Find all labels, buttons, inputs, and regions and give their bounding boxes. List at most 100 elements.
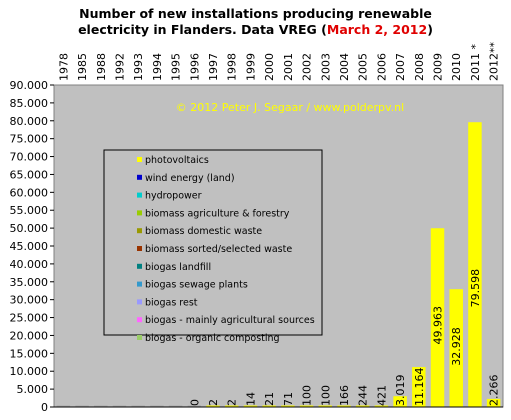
y-tick-label: 90.000 [10, 79, 49, 92]
y-tick-label: 80.000 [10, 115, 49, 128]
x-tick-label: 1996 [188, 53, 201, 81]
y-tick-label: 50.000 [10, 222, 49, 235]
y-tick-label: 15.000 [10, 347, 49, 360]
y-tick-label: 85.000 [10, 97, 49, 110]
legend-label: biogas rest [145, 297, 198, 308]
legend-label: biogas landfill [145, 262, 211, 273]
y-tick-label: 5.000 [17, 383, 49, 396]
x-tick-label: 1995 [170, 53, 183, 81]
bar [150, 405, 164, 407]
title-text: electricity in Flanders. Data VREG ( [78, 22, 327, 37]
x-tick-label: 2006 [375, 53, 388, 81]
legend-swatch [137, 174, 142, 180]
bar [374, 405, 389, 407]
y-tick-label: 45.000 [10, 240, 49, 253]
bar [393, 396, 407, 407]
legend-label: biomass agriculture & forestry [145, 208, 290, 219]
x-tick-label: 1978 [57, 53, 70, 81]
y-tick-label: 40.000 [10, 258, 49, 271]
bar [299, 405, 314, 407]
data-label: 2 [207, 399, 220, 406]
data-label: 32.928 [450, 327, 463, 366]
legend-swatch [137, 246, 142, 251]
chart-title-line1: Number of new installations producing re… [79, 6, 432, 21]
bar [56, 405, 71, 407]
data-label: 14 [244, 392, 257, 406]
bar [449, 289, 463, 407]
bar [355, 405, 370, 407]
x-tick-label: 2003 [319, 53, 332, 81]
x-tick-label: 2004 [338, 53, 351, 81]
legend-label: biomass sorted/selected waste [145, 244, 292, 255]
y-tick-label: 75.000 [10, 133, 49, 146]
legend-swatch [137, 228, 142, 234]
x-tick-label: 2002 [301, 53, 314, 81]
x-tick-label: 2001 [282, 53, 295, 81]
y-tick-label: 30.000 [10, 294, 49, 307]
legend-swatch [137, 299, 142, 305]
title-date: March 2, 2012 [326, 22, 428, 37]
data-label: 421 [375, 385, 388, 406]
bar [243, 405, 258, 407]
data-label: 0 [188, 399, 201, 406]
y-tick-label: 0 [41, 401, 48, 414]
data-label: 244 [357, 385, 370, 406]
legend-swatch [137, 317, 142, 323]
x-tick-label: 1992 [113, 53, 126, 81]
x-tick-label: 1994 [151, 53, 164, 81]
legend-swatch [137, 281, 142, 287]
bar [224, 405, 239, 407]
x-tick-label: 2011 * [469, 44, 482, 81]
legend-swatch [137, 263, 142, 269]
legend-swatch [137, 157, 142, 162]
y-tick-label: 20.000 [10, 329, 49, 342]
x-tick-label: 2012** [488, 42, 501, 81]
legend-swatch [137, 335, 142, 340]
bar [94, 405, 108, 407]
data-label: 100 [301, 385, 314, 406]
legend-label: biogas sewage plants [145, 280, 248, 291]
y-tick-label: 10.000 [10, 365, 49, 378]
data-label: 166 [338, 385, 351, 406]
data-label: 2.266 [488, 374, 501, 406]
bar [75, 405, 89, 407]
bar [187, 405, 202, 407]
legend-swatch [137, 192, 142, 198]
x-tick-label: 2007 [394, 53, 407, 81]
chart-title-line2: electricity in Flanders. Data VREG (Marc… [0, 22, 511, 37]
data-label: 11.164 [413, 368, 426, 407]
legend-label: biogas - mainly agricultural sources [145, 315, 315, 326]
bar [412, 367, 426, 407]
y-tick-label: 60.000 [10, 186, 49, 199]
data-label: 3.019 [394, 375, 407, 407]
bar [318, 405, 333, 407]
x-tick-label: 1997 [207, 53, 220, 81]
bar [486, 398, 501, 407]
bar [112, 405, 127, 407]
data-label: 2 [226, 399, 239, 406]
legend-label: photovoltaics [145, 155, 209, 166]
legend-label: hydropower [145, 191, 202, 202]
x-tick-label: 2000 [263, 53, 276, 81]
bar [337, 405, 351, 407]
bar [430, 228, 445, 407]
data-label: 100 [319, 385, 332, 406]
x-tick-label: 2009 [432, 53, 445, 81]
x-tick-label: 2005 [357, 53, 370, 81]
x-tick-label: 1985 [76, 53, 89, 81]
bar [281, 405, 295, 407]
legend-label: wind energy (land) [145, 173, 235, 184]
data-label: 49.963 [432, 306, 445, 345]
title-suffix: ) [427, 22, 433, 37]
bar [468, 122, 482, 408]
y-tick-label: 35.000 [10, 276, 49, 289]
y-tick-label: 70.000 [10, 151, 49, 164]
bar [206, 405, 220, 407]
bar [131, 405, 145, 407]
legend-label: biomass domestic waste [145, 226, 262, 237]
legend-swatch [137, 210, 142, 216]
x-tick-label: 1993 [132, 53, 145, 81]
x-tick-label: 1999 [244, 53, 257, 81]
x-tick-label: 1988 [95, 53, 108, 81]
watermark-text: © 2012 Peter J. Segaar / www.polderpv.nl [176, 101, 404, 114]
